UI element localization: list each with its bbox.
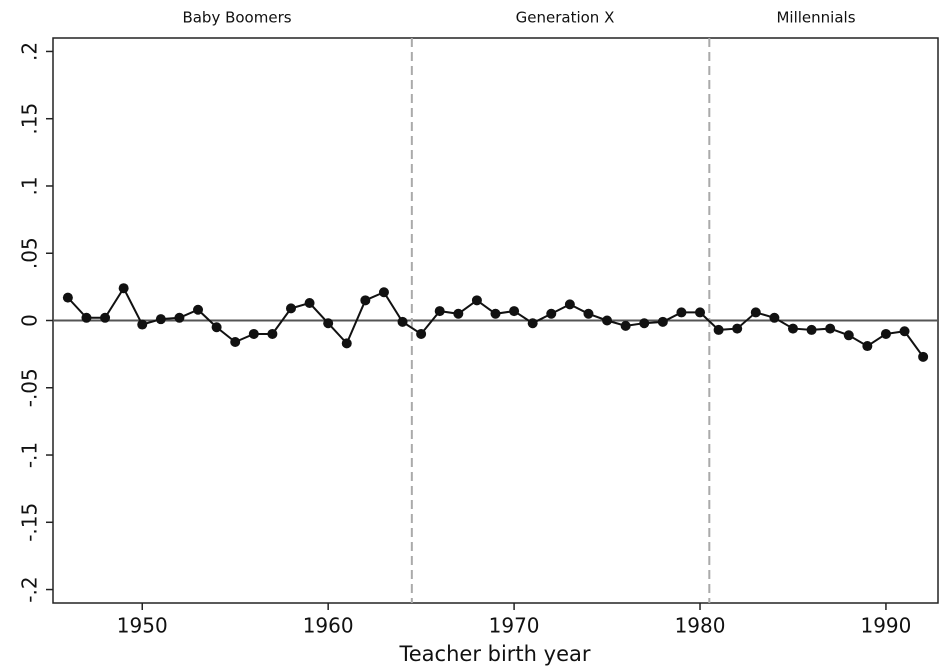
- x-tick-label: 1950: [117, 614, 168, 638]
- data-point: [211, 322, 222, 333]
- data-point: [806, 324, 817, 335]
- data-point: [174, 312, 185, 323]
- data-point: [378, 287, 389, 298]
- data-point: [769, 312, 780, 323]
- data-point: [787, 323, 798, 334]
- y-tick-label: -.15: [18, 503, 42, 542]
- data-point: [397, 316, 408, 327]
- data-point: [639, 318, 650, 329]
- data-point: [657, 316, 668, 327]
- data-point: [862, 341, 873, 352]
- x-tick-label: 1990: [860, 614, 911, 638]
- y-tick-label: .05: [18, 237, 42, 269]
- data-point: [285, 303, 296, 314]
- x-tick-label: 1960: [303, 614, 354, 638]
- data-point: [248, 328, 259, 339]
- data-point: [713, 324, 724, 335]
- data-point: [471, 295, 482, 306]
- annotation: Baby Boomers: [182, 9, 291, 27]
- y-tick-label: .15: [18, 103, 42, 135]
- data-point: [527, 318, 538, 329]
- y-tick-label: 0: [18, 314, 42, 327]
- y-tick-label: -.2: [18, 576, 42, 602]
- data-point: [323, 318, 334, 329]
- y-tick-label: .2: [18, 42, 42, 61]
- y-tick-label: -.05: [18, 368, 42, 407]
- data-point: [81, 312, 92, 323]
- data-line: [67, 286, 924, 358]
- data-point: [732, 323, 743, 334]
- data-point: [360, 295, 371, 306]
- data-point: [341, 338, 352, 349]
- y-tick-label: .1: [18, 176, 42, 195]
- data-point: [100, 312, 111, 323]
- data-point: [695, 307, 706, 318]
- data-point: [304, 298, 315, 309]
- x-tick-label: 1980: [675, 614, 726, 638]
- data-point: [620, 320, 631, 331]
- data-point: [880, 328, 891, 339]
- data-point: [899, 326, 910, 337]
- data-point: [137, 319, 148, 330]
- data-point: [750, 307, 761, 318]
- data-point: [155, 314, 166, 325]
- annotation: Millennials: [776, 9, 855, 27]
- annotation: Generation X: [516, 9, 615, 27]
- data-point: [583, 308, 594, 319]
- x-tick-label: 1970: [489, 614, 540, 638]
- data-point: [509, 306, 520, 317]
- data-point: [825, 323, 836, 334]
- data-point: [62, 292, 73, 303]
- data-point: [118, 283, 129, 294]
- data-point: [453, 308, 464, 319]
- data-point: [843, 330, 854, 341]
- data-point: [416, 328, 427, 339]
- data-point: [676, 307, 687, 318]
- data-point: [602, 315, 613, 326]
- data-point: [490, 308, 501, 319]
- data-point: [230, 337, 241, 348]
- data-point: [193, 304, 204, 315]
- data-point: [546, 308, 557, 319]
- data-point: [564, 299, 575, 310]
- x-axis-label: Teacher birth year: [399, 642, 591, 666]
- y-tick-label: -.1: [18, 442, 42, 468]
- data-point: [267, 328, 278, 339]
- data-point: [434, 306, 445, 317]
- data-point: [918, 351, 929, 362]
